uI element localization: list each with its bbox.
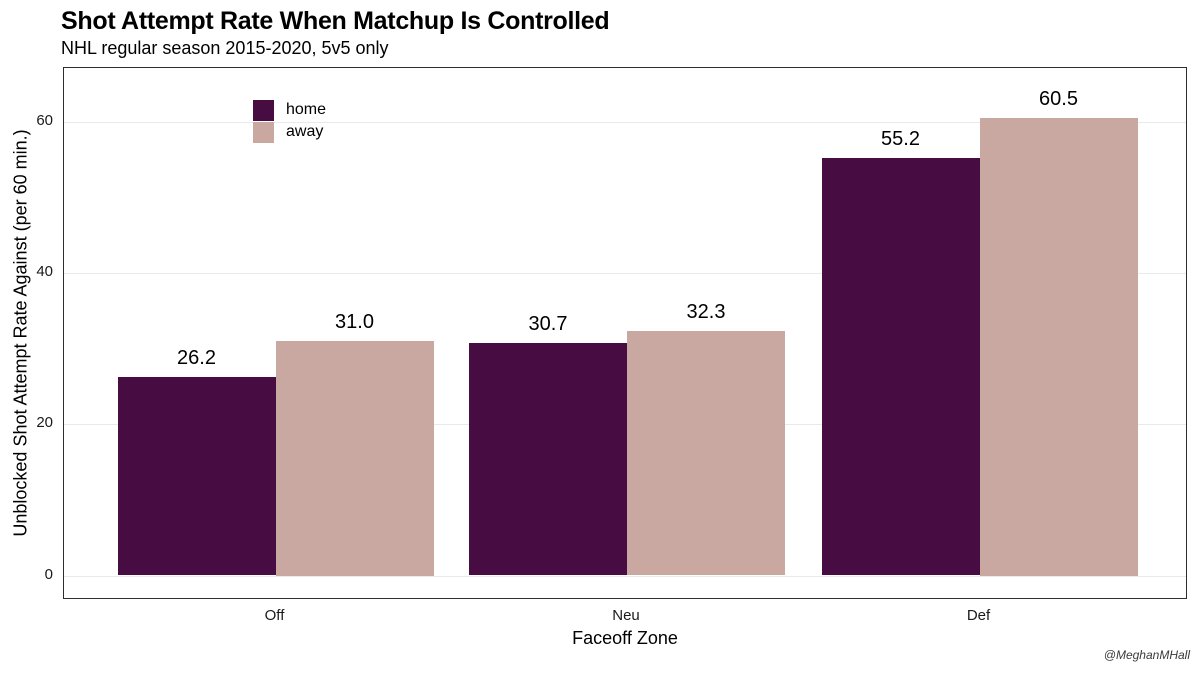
bar-away-off xyxy=(275,341,434,576)
legend-swatch-home xyxy=(253,99,274,121)
value-label-home-off: 26.2 xyxy=(177,347,216,370)
x-tick-label-off: Off xyxy=(264,607,285,624)
legend-item-away: away xyxy=(253,121,326,143)
y-tick-label-20: 20 xyxy=(36,414,53,432)
gridline-y-60 xyxy=(64,121,1186,123)
legend-label-home: home xyxy=(286,101,327,118)
legend-item-home: home xyxy=(253,99,326,121)
y-axis-title: Unblocked Shot Attempt Rate Against (per… xyxy=(10,129,31,537)
legend-swatch-away xyxy=(253,121,274,143)
y-tick-label-40: 40 xyxy=(36,263,53,280)
value-label-home-neu: 30.7 xyxy=(528,313,568,336)
plot-panel: 26.2 31.0 30.7 32.3 55.2 60.5 home away xyxy=(63,67,1187,599)
x-tick-label-neu: Neu xyxy=(612,607,640,624)
author-caption: @MeghanMHall xyxy=(1103,648,1190,662)
gridline-y-40 xyxy=(64,273,1186,274)
chart-subtitle: NHL regular season 2015-2020, 5v5 only xyxy=(61,38,389,58)
x-axis-title: Faceoff Zone xyxy=(572,628,678,648)
value-label-home-def: 55.2 xyxy=(881,128,920,151)
bar-away-neu xyxy=(627,331,785,576)
x-tick-label-def: Def xyxy=(966,607,991,624)
bar-home-off xyxy=(117,377,276,576)
bar-away-def xyxy=(979,117,1138,576)
y-tick-label-0: 0 xyxy=(44,565,53,583)
bar-home-neu xyxy=(469,343,627,576)
legend: home away xyxy=(253,99,326,143)
value-label-away-def: 60.5 xyxy=(1039,87,1078,110)
bar-home-def xyxy=(821,158,980,576)
value-label-away-neu: 32.3 xyxy=(686,301,726,324)
chart-title: Shot Attempt Rate When Matchup Is Contro… xyxy=(61,7,610,35)
value-label-away-off: 31.0 xyxy=(335,311,374,334)
gridline-y-0 xyxy=(64,575,1186,577)
legend-label-away: away xyxy=(286,123,324,140)
y-tick-label-60: 60 xyxy=(36,111,53,129)
